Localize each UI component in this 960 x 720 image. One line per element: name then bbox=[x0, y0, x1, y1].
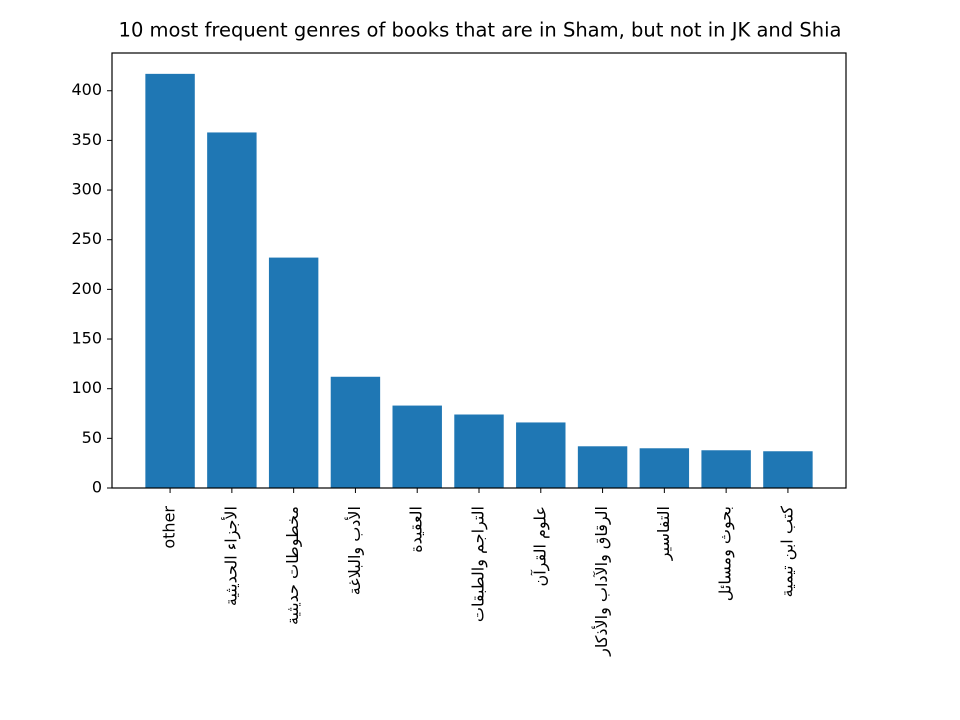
bar bbox=[516, 422, 566, 488]
bar bbox=[268, 257, 319, 488]
bar bbox=[763, 451, 813, 488]
x-tick-label: بحوث ومسائل bbox=[716, 506, 736, 601]
x-tick-label: علوم القرآن bbox=[530, 506, 550, 587]
y-tick-label: 0 bbox=[92, 478, 102, 497]
x-tick-label: الأجزاء الحديثية bbox=[220, 506, 241, 606]
bar bbox=[145, 73, 195, 488]
y-tick-label: 200 bbox=[71, 279, 102, 298]
x-tick-label: الرقاق والآداب والأذكار bbox=[591, 506, 612, 657]
y-tick-label: 400 bbox=[71, 80, 102, 99]
y-tick-label: 150 bbox=[71, 329, 102, 348]
plot-frame bbox=[111, 52, 847, 489]
bar bbox=[392, 405, 442, 488]
x-tick-label: الأدب والبلاغة bbox=[344, 506, 365, 595]
y-tick-label: 350 bbox=[71, 130, 102, 149]
bar bbox=[454, 414, 504, 488]
bar bbox=[577, 446, 628, 488]
bar bbox=[207, 132, 257, 488]
bar bbox=[701, 450, 751, 488]
x-tick-label: مخطوطات حديثية bbox=[283, 506, 303, 625]
x-tick-label: العقيدة bbox=[407, 506, 426, 553]
y-tick-label: 300 bbox=[71, 180, 102, 199]
y-tick-label: 100 bbox=[71, 378, 102, 397]
x-tick-label: التراجم والطبقات bbox=[469, 506, 489, 622]
x-tick-label: other bbox=[160, 506, 179, 549]
bar bbox=[639, 448, 690, 488]
x-tick-label: كتب ابن تيمية bbox=[777, 506, 797, 598]
y-tick-label: 250 bbox=[71, 229, 102, 248]
y-tick-label: 50 bbox=[82, 428, 102, 447]
chart-title: 10 most frequent genres of books that ar… bbox=[119, 19, 842, 42]
x-tick-label: التفاسير bbox=[654, 506, 674, 561]
bar bbox=[330, 376, 381, 488]
